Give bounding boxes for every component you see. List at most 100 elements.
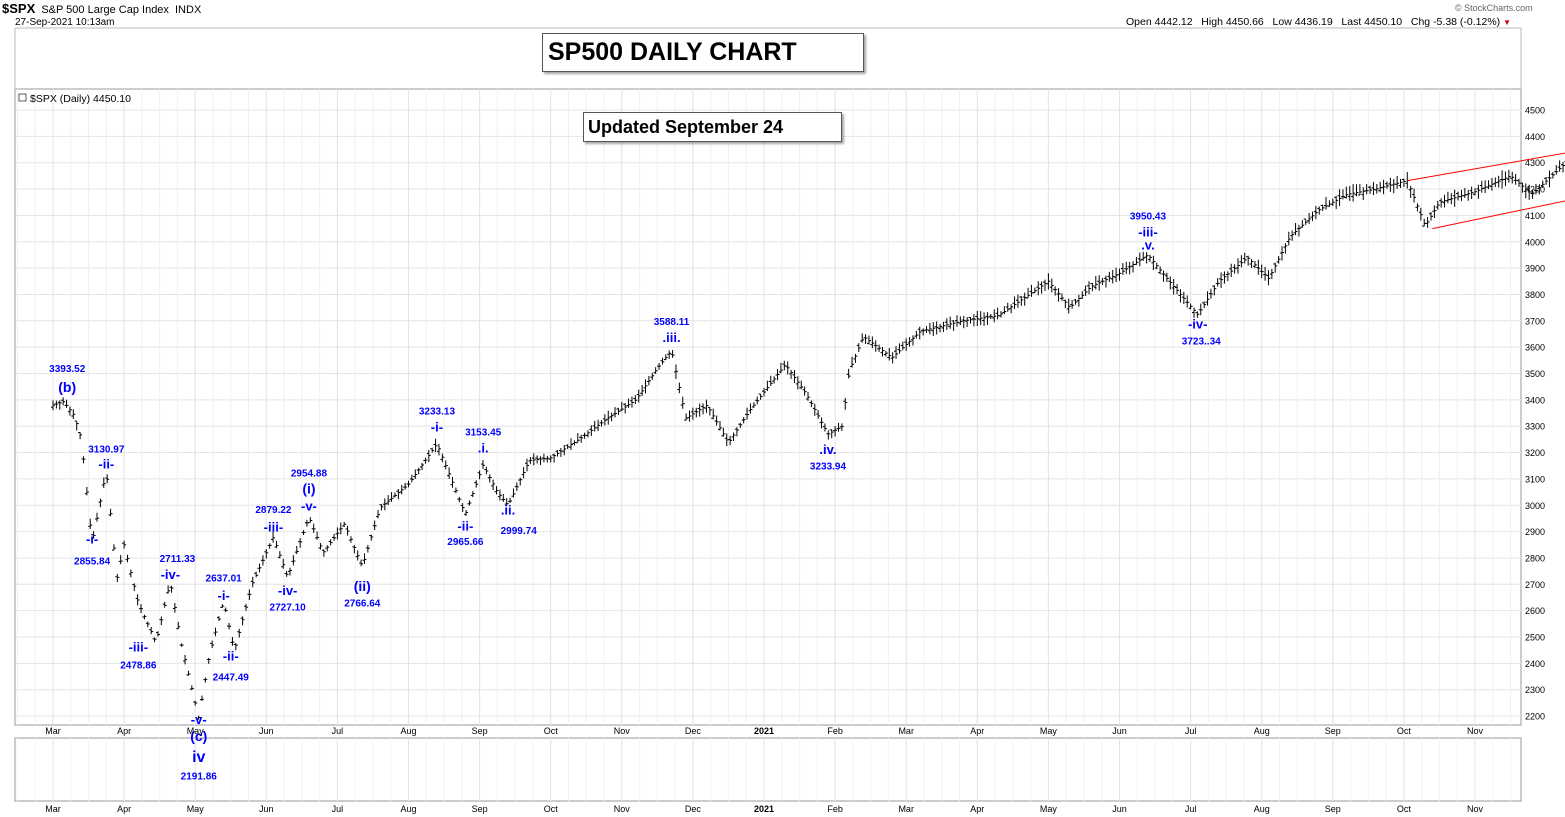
price-bar — [1019, 296, 1024, 306]
price-bar — [907, 337, 912, 347]
price-bar — [1506, 169, 1511, 183]
x-tick-label: Sep — [472, 726, 488, 736]
y-tick-label: 4100 — [1525, 211, 1545, 221]
price-bar — [1080, 291, 1085, 299]
price-bar — [345, 525, 350, 536]
price-bar — [1330, 198, 1335, 207]
price-bar — [850, 356, 855, 368]
price-bar — [203, 677, 208, 683]
x-tick-label: Aug — [1254, 804, 1270, 814]
price-bar — [768, 375, 773, 386]
price-bar — [132, 583, 137, 592]
price-bar — [291, 555, 296, 566]
price-bar — [281, 558, 286, 569]
price-bar — [392, 492, 397, 498]
wave-label: .iv. — [819, 442, 836, 457]
price-bar — [1147, 254, 1152, 262]
price-bar — [1381, 179, 1386, 195]
source-credit: © StockCharts.com — [1455, 3, 1533, 13]
price-bar — [1009, 304, 1014, 314]
price-bar — [78, 432, 83, 440]
price-bar — [856, 343, 861, 352]
price-bar — [877, 344, 882, 352]
wave-label: .v. — [1141, 238, 1155, 253]
x-tick-label: Aug — [1254, 726, 1270, 736]
price-bar — [958, 316, 963, 326]
price-bar — [531, 453, 536, 466]
price-bar — [1395, 175, 1400, 189]
price-bar — [88, 518, 93, 530]
price-bar — [1256, 259, 1261, 275]
channel-upper-line — [1407, 152, 1565, 182]
y-tick-label: 3100 — [1525, 474, 1545, 484]
price-bar — [938, 323, 943, 333]
x-tick-label: Apr — [117, 804, 131, 814]
wave-label: (i) — [302, 480, 315, 496]
price-bar — [1036, 281, 1041, 296]
price-bar — [115, 573, 120, 583]
price-bar — [1452, 189, 1457, 207]
price-bar — [883, 350, 888, 357]
price-bar — [1449, 193, 1454, 205]
price-bar — [1222, 271, 1227, 284]
price-bar — [904, 338, 909, 351]
price-bar — [731, 432, 736, 442]
price-bar — [1134, 256, 1139, 265]
wave-label: 2954.88 — [291, 468, 328, 479]
y-tick-label: 2800 — [1525, 553, 1545, 563]
price-bar — [562, 444, 567, 456]
price-bar — [1039, 281, 1044, 294]
price-bar — [260, 555, 265, 566]
wave-label: -iv- — [278, 583, 298, 598]
price-bar — [176, 621, 181, 630]
price-bar — [328, 539, 333, 546]
price-bar — [1354, 184, 1359, 197]
price-bar — [1208, 288, 1213, 299]
price-bar — [633, 395, 638, 405]
price-bar — [772, 376, 777, 384]
x-tick-label: Jun — [259, 804, 274, 814]
wave-label: 3233.13 — [419, 406, 456, 417]
price-bar — [690, 407, 695, 420]
price-bar — [1212, 285, 1217, 296]
price-bar — [528, 457, 533, 464]
price-bar — [359, 559, 364, 567]
price-bar — [1273, 262, 1278, 273]
price-bar — [447, 467, 452, 479]
price-bar — [880, 346, 885, 357]
updated-label: Updated September 24 — [588, 117, 784, 137]
price-bar — [1439, 198, 1444, 208]
price-bar — [1307, 212, 1312, 224]
price-bar — [762, 387, 766, 397]
price-bar — [1547, 170, 1552, 188]
price-bar — [992, 309, 997, 323]
wave-label: .i. — [478, 441, 489, 456]
price-bar — [789, 369, 794, 379]
price-bar — [379, 504, 384, 511]
x-tick-label: Jul — [1185, 726, 1197, 736]
price-bar — [372, 520, 377, 531]
price-bar — [687, 410, 692, 422]
x-tick-label: Nov — [614, 726, 631, 736]
x-tick-label: 2021 — [754, 726, 774, 736]
wave-label: -i- — [86, 531, 98, 546]
price-bar — [623, 403, 628, 414]
price-bar — [1371, 182, 1376, 196]
price-bar — [1198, 303, 1203, 316]
price-bar — [1225, 271, 1230, 282]
price-bar — [1053, 286, 1058, 296]
x-tick-label: Aug — [400, 804, 416, 814]
wave-label: -ii- — [223, 649, 239, 664]
price-bar — [1242, 252, 1247, 264]
price-bar — [839, 423, 844, 432]
price-bar — [701, 403, 706, 415]
price-bar — [213, 627, 218, 637]
price-bar — [352, 544, 357, 554]
price-bar — [172, 603, 177, 613]
price-bar — [308, 517, 313, 524]
price-bar — [1215, 278, 1220, 287]
price-bar — [843, 397, 848, 410]
price-bar — [142, 614, 147, 620]
price-bar — [1195, 311, 1200, 318]
price-bar — [745, 407, 750, 420]
